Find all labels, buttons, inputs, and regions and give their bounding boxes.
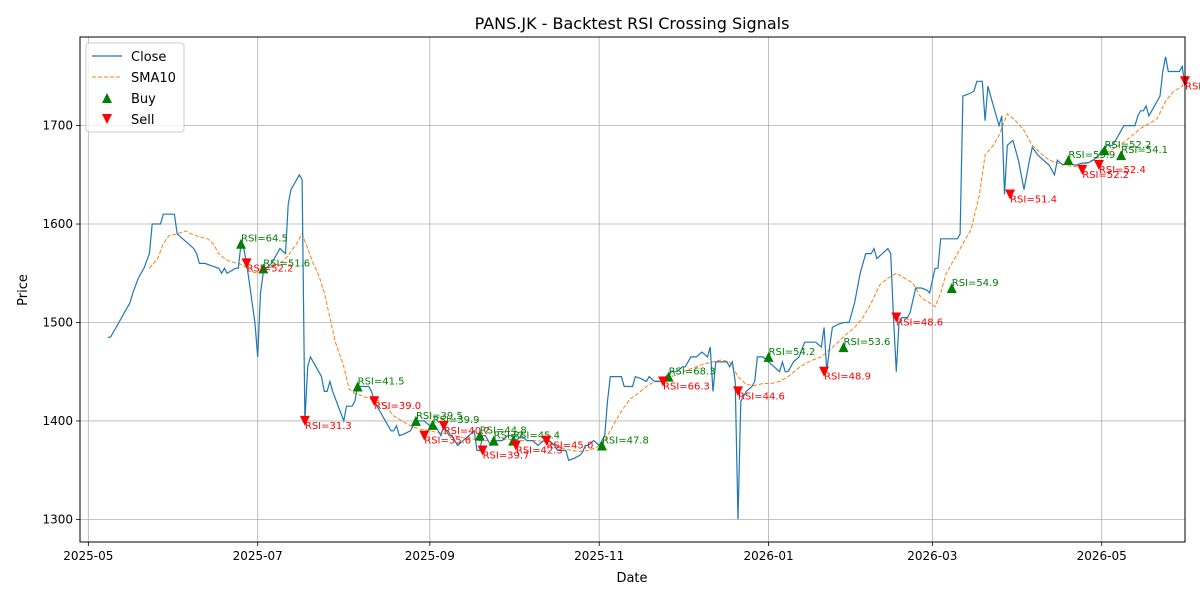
grid-lines (80, 37, 1185, 542)
sell-label: RSI=39.0 (374, 401, 421, 412)
buy-marker (236, 238, 247, 249)
sell-marker (819, 366, 830, 377)
sell-marker (1093, 159, 1104, 170)
legend-close-label: Close (131, 50, 166, 65)
sell-label: RSI=45.0 (546, 441, 593, 452)
sell-marker (1077, 164, 1088, 175)
y-axis-label: Price (16, 274, 31, 306)
buy-marker (946, 283, 957, 294)
y-tick-label: 1400 (42, 414, 73, 428)
buy-label: RSI=41.5 (358, 376, 405, 387)
buy-label: RSI=39.5 (416, 411, 463, 422)
sell-marker (299, 415, 310, 426)
buy-label: RSI=54.1 (1121, 145, 1168, 156)
y-tick-label: 1600 (42, 217, 73, 231)
buy-label: RSI=53.6 (844, 337, 891, 348)
x-tick-label: 2025-05 (63, 549, 113, 563)
sell-marker (541, 435, 552, 446)
sell-marker (241, 258, 252, 269)
buy-marker (352, 381, 363, 392)
sell-label: RSI=31.3 (305, 421, 352, 432)
legend-sell-label: Sell (131, 113, 154, 128)
sell-label: RSI=48.9 (824, 372, 871, 383)
sma10-line (149, 81, 1186, 452)
sell-marker (438, 420, 449, 431)
buy-marker (474, 430, 485, 441)
sell-label: RSI=52.2 (1082, 170, 1129, 181)
legend-sell-marker (102, 114, 112, 124)
legend-sma-label: SMA10 (131, 71, 176, 86)
x-tick-label: 2025-07 (233, 549, 283, 563)
sell-marker (733, 386, 744, 397)
buy-label: RSI=47.8 (602, 436, 649, 447)
x-tick-label: 2026-03 (907, 549, 957, 563)
x-axis-label: Date (616, 571, 647, 586)
buy-marker (1116, 150, 1127, 161)
sell-marker (658, 376, 669, 387)
plot-frame (79, 36, 1186, 543)
legend-buy-marker (102, 93, 112, 103)
sell-marker (891, 312, 902, 323)
buy-label: RSI=54.9 (952, 278, 999, 289)
sell-label: RSI=52.4 (1099, 165, 1146, 176)
sell-label: RSI=39.7 (483, 450, 530, 461)
sell-label: RSI=48.6 (896, 318, 943, 329)
legend-box (85, 42, 185, 133)
buy-label: RSI=53.9 (1068, 150, 1115, 161)
x-tick-label: 2025-09 (405, 549, 455, 563)
buy-label: RSI=39.9 (433, 415, 480, 426)
sell-label: RSI=52.2 (247, 263, 294, 274)
sell-marker (369, 396, 380, 407)
buy-label: RSI=44.8 (480, 426, 527, 437)
y-tick-label: 1500 (42, 315, 73, 329)
close-line (107, 56, 1186, 520)
sell-label: RSI=61.0 (1185, 81, 1200, 92)
y-tick-label: 1700 (42, 119, 73, 133)
buy-marker (427, 419, 438, 430)
buy-label: RSI=45.4 (513, 431, 560, 442)
x-tick-label: 2026-05 (1077, 549, 1127, 563)
buy-label: RSI=? (494, 431, 524, 442)
plot-area: RSI=64.5 RSI=51.6 RSI=41.5 RSI=39.5RSI=39.9… (107, 56, 1200, 520)
x-tick-label: 2025-11 (574, 549, 624, 563)
sell-label: RSI=42.3 (516, 446, 563, 457)
legend-buy-label: Buy (131, 92, 156, 107)
legend: Close SMA10 Buy Sell (85, 42, 185, 133)
sell-label: RSI=66.3 (663, 382, 710, 393)
sell-marker (1005, 189, 1016, 200)
sell-label: RSI=44.6 (738, 391, 785, 402)
buy-marker (258, 263, 269, 274)
sell-label: RSI=35.6 (424, 436, 471, 447)
sell-marker (419, 430, 430, 441)
buy-marker (410, 415, 421, 426)
buy-marker (1063, 155, 1074, 166)
sell-marker (477, 445, 488, 456)
x-tick-label: 2026-01 (743, 549, 793, 563)
buy-label: RSI=64.5 (241, 234, 288, 245)
sell-label: RSI=51.4 (1010, 195, 1057, 206)
buy-label: RSI=52.2 (1104, 140, 1151, 151)
buy-label: RSI=68.3 (669, 367, 716, 378)
sell-label: RSI=40.? (444, 426, 490, 437)
y-tick-label: 1300 (42, 512, 73, 526)
buy-marker (763, 351, 774, 362)
buy-marker (838, 342, 849, 353)
axis-ticks: 2025-05 2025-07 2025-09 2025-11 2026-01 2026-… (42, 119, 1126, 563)
chart-title: PANS.JK - Backtest RSI Crossing Signals (475, 14, 790, 33)
buy-marker (488, 435, 499, 446)
buy-label: RSI=51.6 (263, 258, 310, 269)
buy-marker (596, 440, 607, 451)
buy-marker (1099, 145, 1110, 156)
buy-label: RSI=54.2 (769, 347, 816, 358)
sell-marker (510, 440, 521, 451)
